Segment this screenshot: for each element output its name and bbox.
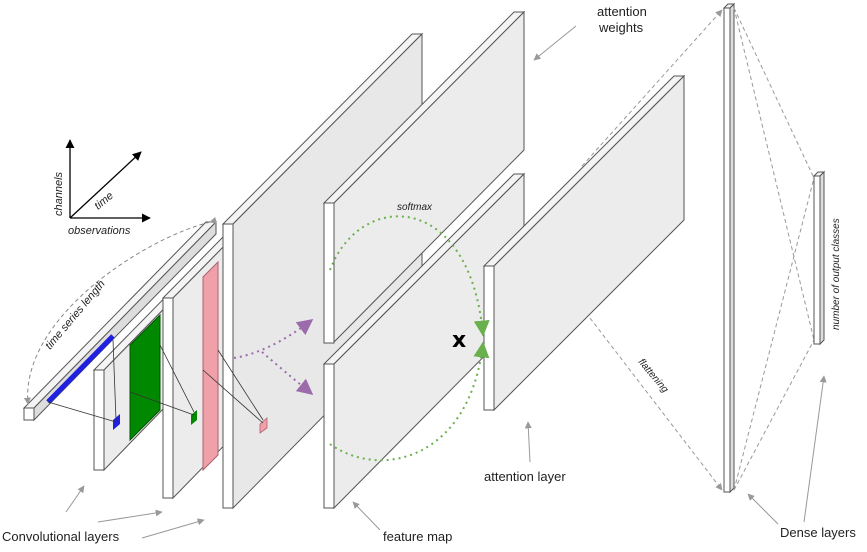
conv-pointer-2 — [97, 509, 163, 523]
attention-weights-label-line2: weights — [598, 20, 644, 35]
time-series-length-arc — [23, 217, 217, 405]
attention-weights-map — [322, 10, 526, 344]
conv-pointer-3 — [141, 518, 205, 539]
dense-pointer-2 — [803, 375, 827, 523]
dense-layer-2 — [812, 170, 826, 346]
convolutional-layers-label: Convolutional layers — [2, 529, 120, 544]
input-patch — [113, 414, 120, 430]
axes-indicator: channels time observations — [53, 139, 151, 237]
conv2-patch — [259, 417, 268, 434]
attention-weights-label-line1: attention — [597, 4, 647, 19]
dense-layers-label: Dense layers — [780, 525, 856, 540]
flattening-label: flattening — [636, 357, 671, 395]
attention-layer-pointer — [524, 421, 532, 463]
channels-label: channels — [53, 171, 65, 216]
time-label: time — [92, 190, 116, 213]
split-arrow-down — [261, 351, 314, 396]
multiply-symbol: x — [452, 328, 466, 353]
attention-layer — [482, 74, 686, 412]
dense-connections — [733, 7, 815, 491]
flattening-lines — [581, 9, 723, 491]
feature-map — [322, 172, 526, 510]
attention-weights-pointer — [533, 25, 577, 61]
conv1-patch — [191, 410, 197, 425]
dense-layer-1 — [722, 2, 736, 494]
observations-label: observations — [68, 225, 131, 237]
feature-map-pointer — [352, 501, 381, 531]
output-classes-label: number of output classes — [831, 218, 842, 330]
split-arrow-up — [233, 319, 314, 359]
attention-layer-label: attention layer — [484, 469, 566, 484]
conv-pointer-1 — [65, 485, 85, 513]
time-axis — [69, 151, 142, 219]
conv2-highlight — [202, 260, 219, 472]
conv1-highlight — [129, 313, 161, 442]
feature-map-label: feature map — [383, 529, 452, 544]
dense-pointer-1 — [747, 493, 779, 525]
softmax-arc — [329, 215, 490, 337]
softmax-label: softmax — [397, 202, 433, 213]
